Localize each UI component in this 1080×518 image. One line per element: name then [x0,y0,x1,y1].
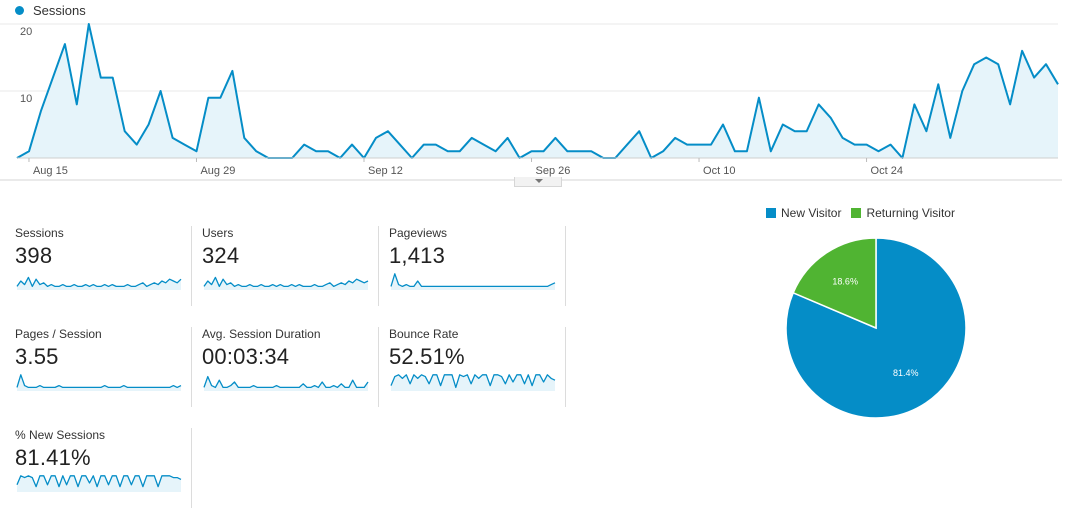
pages-per-session-sparkline [16,374,182,391]
sparkline-area [17,475,181,492]
y-tick-label: 10 [20,93,32,105]
legend-item-new-visitor[interactable]: New Visitor [766,206,841,220]
metric-card-pages-per-session[interactable]: Pages / Session 3.55 [15,327,192,407]
pageviews-sparkline [390,273,556,290]
sessions-line-chart: 20 10 Aug 15 Aug 29 Sep 12 Sep 26 Oct 10 Oct 24 [0,23,1062,181]
metric-card-users[interactable]: Users 324 [202,226,379,306]
metric-label: Users [202,226,234,240]
metric-value: 398 [15,243,53,268]
returning-visitor-swatch [851,208,862,218]
metric-label: Pageviews [389,226,448,240]
metric-label: Bounce Rate [389,327,459,341]
y-tick-label: 20 [20,26,32,38]
metric-label: % New Sessions [15,428,106,442]
sparkline-line [16,374,182,389]
sessions-legend-swatch [15,6,24,15]
sparkline-line [16,475,182,488]
metric-card-pageviews[interactable]: Pageviews 1,413 [389,226,566,306]
metric-card-avg-session-duration[interactable]: Avg. Session Duration 00:03:34 [202,327,379,407]
legend-label: New Visitor [781,206,842,220]
legend-item-returning-visitor[interactable]: Returning Visitor [851,206,955,220]
sparkline-line [203,276,369,288]
users-sparkline [203,276,369,290]
pie-slice-label: 18.6% [832,277,858,287]
metric-label: Pages / Session [15,327,102,341]
metric-label: Sessions [15,226,64,240]
metric-card-new-sessions[interactable]: % New Sessions 81.41% [15,428,192,508]
x-tick-label: Aug 29 [200,165,235,177]
bounce-rate-sparkline [390,374,556,391]
sparkline-area [204,376,368,391]
metric-value: 1,413 [389,243,446,268]
sessions-area [17,24,1058,158]
legend-label: Returning Visitor [866,206,955,220]
sessions-sparkline [16,276,182,290]
chart-collapse-toggle[interactable] [514,177,562,187]
metric-value: 00:03:34 [202,344,290,369]
metric-card-bounce-rate[interactable]: Bounce Rate 52.51% [389,327,566,407]
sparkline-area [391,374,555,391]
visitor-pie-chart: 81.4% 18.6% [785,237,967,419]
x-tick-label: Sep 26 [536,165,571,177]
metric-value: 81.41% [15,445,91,470]
pie-slice-returning-visitor[interactable] [792,237,877,330]
avg-session-duration-sparkline [203,375,369,391]
x-tick-label: Oct 10 [703,165,735,177]
x-tick-label: Aug 15 [33,165,68,177]
sessions-legend-label: Sessions [33,3,86,18]
metric-value: 52.51% [389,344,465,369]
new-sessions-sparkline [16,475,182,492]
sparkline-line [16,276,182,288]
pie-slice-label: 81.4% [893,368,919,378]
new-visitor-swatch [766,208,776,218]
x-tick-label: Oct 24 [871,165,903,177]
sparkline-area [17,374,181,391]
metric-card-sessions[interactable]: Sessions 398 [15,226,192,306]
sparkline-line [390,374,556,389]
metric-value: 324 [202,243,240,268]
metric-value: 3.55 [15,344,59,369]
sessions-series-line [16,23,1059,159]
metric-label: Avg. Session Duration [202,327,321,341]
visitor-pie-legend: New Visitor Returning Visitor [766,206,965,220]
x-tick-label: Sep 12 [368,165,403,177]
sparkline-line [390,273,556,288]
sparkline-area [391,273,555,290]
sessions-legend: Sessions [15,3,86,18]
sparkline-line [203,375,369,389]
